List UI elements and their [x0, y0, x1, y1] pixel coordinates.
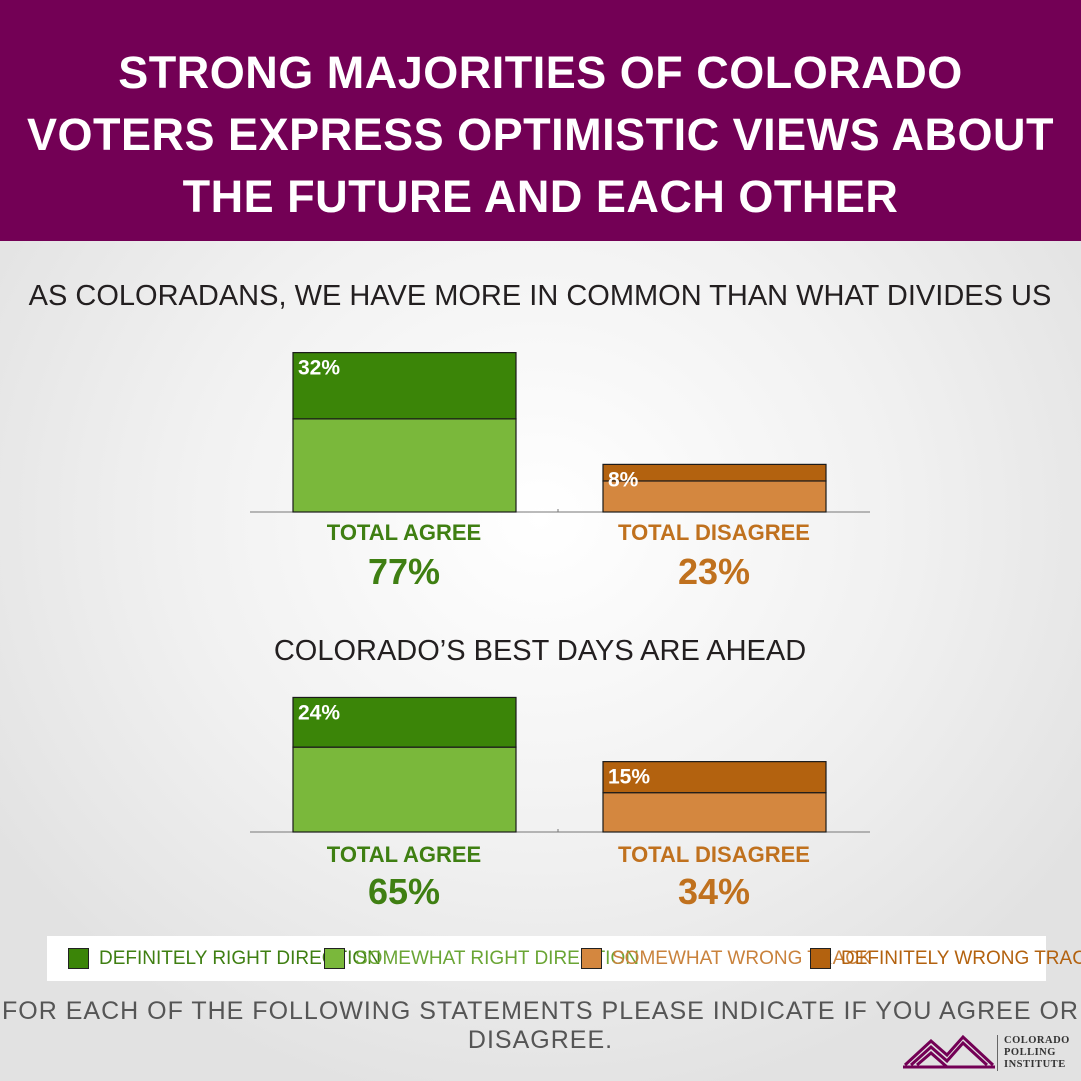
bar-segment-1-definitely-wrong-track	[602, 463, 827, 482]
category-label: TOTAL AGREE	[327, 520, 481, 545]
logo-text: COLORADO POLLING INSTITUTE	[1004, 1035, 1070, 1071]
legend-swatch-definitely-right	[68, 948, 89, 969]
page-title: STRONG MAJORITIES OF COLORADO VOTERS EXP…	[27, 47, 1054, 222]
bar-segment-label: 24%	[298, 701, 340, 724]
logo-divider	[997, 1035, 998, 1071]
mountain-logo-icon	[903, 1034, 995, 1069]
footnote: FOR EACH OF THE FOLLOWING STATEMENTS PLE…	[2, 997, 1079, 1054]
logo-line-3: INSTITUTE	[1004, 1059, 1066, 1070]
chart-title-1: AS COLORADANS, WE HAVE MORE IN COMMON TH…	[29, 280, 1052, 312]
category-total-value: 34%	[678, 871, 750, 912]
bar-segment-1-definitely-right-direction	[292, 352, 517, 420]
bar-segment-2-definitely-right-direction	[292, 696, 517, 748]
bar-segment-label: 15%	[608, 766, 650, 789]
legend-swatch-somewhat-right	[324, 948, 345, 969]
legend-item-somewhat-right: SOMEWHAT RIGHT DIRECTION	[324, 936, 639, 981]
category-total-value: 65%	[368, 871, 440, 912]
legend-label-definitely-right: DEFINITELY RIGHT DIRECTION	[99, 947, 381, 969]
category-label: TOTAL AGREE	[327, 842, 481, 867]
logo-line-2: POLLING	[1004, 1047, 1056, 1058]
bar-segment-label: 32%	[298, 357, 340, 380]
bar-segment-label: 8%	[608, 468, 639, 491]
category-label: TOTAL DISAGREE	[618, 842, 810, 867]
colorado-polling-institute-logo: COLORADO POLLING INSTITUTE	[903, 1033, 1073, 1073]
bar-segment-2-somewhat-wrong-track	[602, 792, 827, 833]
category-total-value: 23%	[678, 551, 750, 592]
legend-item-somewhat-wrong: SOMEWHAT WRONG TRACK	[581, 936, 872, 981]
bar-segment-2-somewhat-right-direction	[292, 746, 517, 833]
legend-label-somewhat-right: SOMEWHAT RIGHT DIRECTION	[355, 947, 639, 969]
legend-item-definitely-wrong: DEFINITELY WRONG TRACK	[810, 936, 1081, 981]
chart-title-2: COLORADO’S BEST DAYS ARE AHEAD	[274, 635, 806, 667]
legend-label-definitely-wrong: DEFINITELY WRONG TRACK	[841, 947, 1081, 969]
legend-swatch-somewhat-wrong	[581, 948, 602, 969]
bar-segment-1-somewhat-right-direction	[292, 418, 517, 513]
header-banner: STRONG MAJORITIES OF COLORADO VOTERS EXP…	[0, 0, 1081, 241]
bar-segment-1-somewhat-wrong-track	[602, 480, 827, 513]
legend: DEFINITELY RIGHT DIRECTION SOMEWHAT RIGH…	[47, 936, 1081, 981]
logo-line-1: COLORADO	[1004, 1035, 1070, 1046]
legend-swatch-definitely-wrong	[810, 948, 831, 969]
legend-label-somewhat-wrong: SOMEWHAT WRONG TRACK	[612, 947, 872, 969]
legend-item-definitely-right: DEFINITELY RIGHT DIRECTION	[68, 936, 381, 981]
category-total-value: 77%	[368, 551, 440, 592]
bar-segment-2-definitely-wrong-track	[602, 761, 827, 794]
category-label: TOTAL DISAGREE	[618, 520, 810, 545]
